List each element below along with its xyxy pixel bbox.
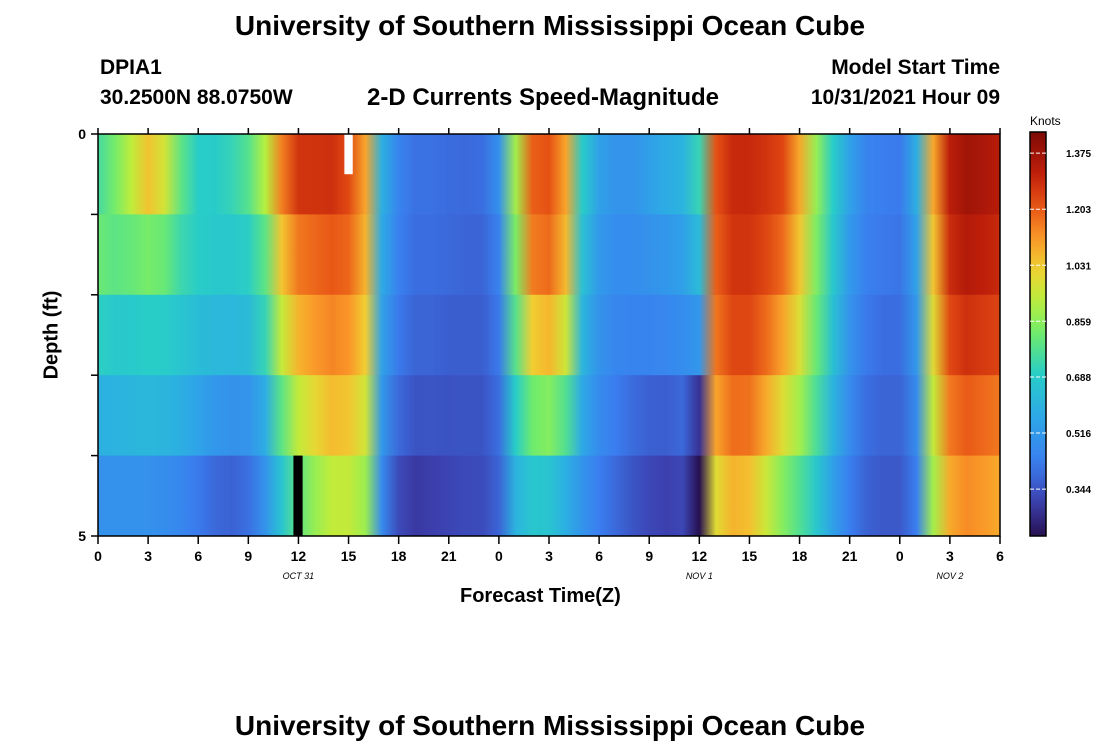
model-start-label: Model Start Time xyxy=(831,56,1000,79)
x-tick-label: 3 xyxy=(946,548,954,564)
colorbar-tick-label: 0.688 xyxy=(1066,373,1091,384)
x-tick-label: 9 xyxy=(645,548,653,564)
y-tick-label: 0 xyxy=(78,126,86,142)
x-tick-label: 18 xyxy=(792,548,808,564)
x-tick-label: 6 xyxy=(996,548,1004,564)
page-title: University of Southern Mississippi Ocean… xyxy=(234,10,866,41)
date-label: NOV 1 xyxy=(686,571,713,581)
x-tick-label: 15 xyxy=(742,548,758,564)
y-tick-label: 5 xyxy=(78,528,86,544)
x-tick-label: 9 xyxy=(244,548,252,564)
x-tick-label: 12 xyxy=(291,548,307,564)
model-start-value: 10/31/2021 Hour 09 xyxy=(810,86,1000,109)
colorbar-tick-label: 0.344 xyxy=(1066,485,1091,496)
missing-data-cell xyxy=(344,134,353,175)
x-axis-label: Forecast Time(Z) xyxy=(460,585,621,607)
x-tick-label: 6 xyxy=(194,548,202,564)
heatmap-band xyxy=(98,214,1000,296)
x-tick-label: 0 xyxy=(495,548,503,564)
x-tick-label: 18 xyxy=(391,548,407,564)
x-tick-label: 3 xyxy=(144,548,152,564)
x-tick-label: 21 xyxy=(842,548,858,564)
colorbar-scale xyxy=(1029,131,1047,537)
null-data-cell xyxy=(293,455,303,536)
chart-title: 2-D Currents Speed-Magnitude xyxy=(367,84,720,111)
x-tick-label: 0 xyxy=(94,548,102,564)
heatmap-band xyxy=(98,134,1000,215)
colorbar-unit-label: Knots xyxy=(1030,114,1061,128)
heatmap-band xyxy=(98,375,1000,457)
footer-title: University of Southern Mississippi Ocean… xyxy=(234,710,866,741)
x-tick-label: 0 xyxy=(896,548,904,564)
colorbar-tick-label: 0.516 xyxy=(1066,429,1091,440)
x-tick-label: 21 xyxy=(441,548,457,564)
heatmap-band xyxy=(98,294,1000,376)
colorbar-tick-label: 1.375 xyxy=(1066,149,1091,160)
y-axis-label: Depth (ft) xyxy=(40,290,63,380)
x-tick-label: 15 xyxy=(341,548,357,564)
x-tick-label: 6 xyxy=(595,548,603,564)
date-label: NOV 2 xyxy=(936,571,963,581)
colorbar-tick-label: 0.859 xyxy=(1066,317,1091,328)
colorbar-tick-label: 1.203 xyxy=(1066,205,1091,216)
x-tick-label: 12 xyxy=(692,548,708,564)
heatmap-band xyxy=(98,455,1000,537)
x-tick-label: 3 xyxy=(545,548,553,564)
station-coords: 30.2500N 88.0750W xyxy=(100,86,293,109)
date-label: OCT 31 xyxy=(283,571,315,581)
colorbar-tick-label: 1.031 xyxy=(1066,261,1091,272)
station-id: DPIA1 xyxy=(100,56,162,79)
